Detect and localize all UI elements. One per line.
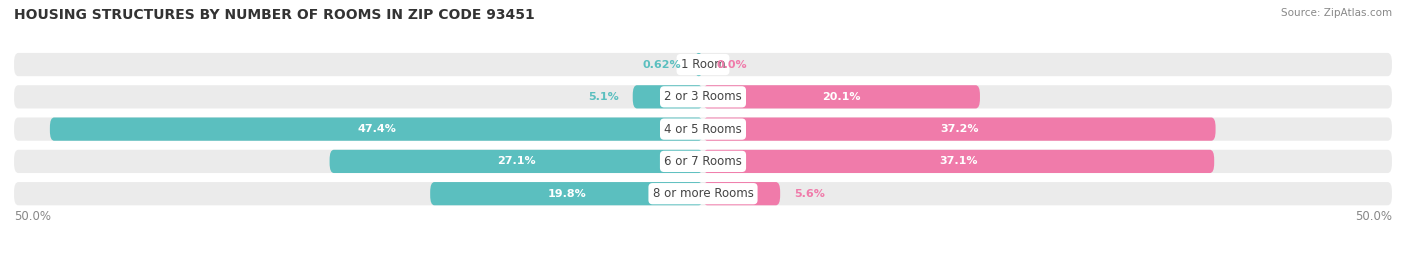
Text: HOUSING STRUCTURES BY NUMBER OF ROOMS IN ZIP CODE 93451: HOUSING STRUCTURES BY NUMBER OF ROOMS IN… — [14, 8, 534, 22]
FancyBboxPatch shape — [695, 53, 703, 76]
FancyBboxPatch shape — [329, 150, 703, 173]
FancyBboxPatch shape — [703, 150, 1215, 173]
FancyBboxPatch shape — [703, 85, 980, 108]
Text: 1 Room: 1 Room — [681, 58, 725, 71]
Text: 50.0%: 50.0% — [1355, 210, 1392, 224]
Text: 47.4%: 47.4% — [357, 124, 396, 134]
Text: 50.0%: 50.0% — [14, 210, 51, 224]
FancyBboxPatch shape — [703, 118, 1216, 141]
Text: Source: ZipAtlas.com: Source: ZipAtlas.com — [1281, 8, 1392, 18]
FancyBboxPatch shape — [14, 182, 1392, 205]
Text: 0.0%: 0.0% — [717, 59, 748, 70]
FancyBboxPatch shape — [633, 85, 703, 108]
Text: 6 or 7 Rooms: 6 or 7 Rooms — [664, 155, 742, 168]
FancyBboxPatch shape — [703, 182, 780, 205]
Text: 27.1%: 27.1% — [496, 156, 536, 167]
Legend: Owner-occupied, Renter-occupied: Owner-occupied, Renter-occupied — [565, 264, 841, 269]
FancyBboxPatch shape — [14, 85, 1392, 108]
Text: 37.1%: 37.1% — [939, 156, 977, 167]
Text: 4 or 5 Rooms: 4 or 5 Rooms — [664, 123, 742, 136]
FancyBboxPatch shape — [49, 118, 703, 141]
Text: 8 or more Rooms: 8 or more Rooms — [652, 187, 754, 200]
FancyBboxPatch shape — [14, 150, 1392, 173]
Text: 2 or 3 Rooms: 2 or 3 Rooms — [664, 90, 742, 103]
Text: 19.8%: 19.8% — [547, 189, 586, 199]
Text: 5.6%: 5.6% — [794, 189, 825, 199]
FancyBboxPatch shape — [14, 118, 1392, 141]
FancyBboxPatch shape — [14, 53, 1392, 76]
Text: 20.1%: 20.1% — [823, 92, 860, 102]
Text: 5.1%: 5.1% — [588, 92, 619, 102]
Text: 0.62%: 0.62% — [643, 59, 681, 70]
FancyBboxPatch shape — [430, 182, 703, 205]
Text: 37.2%: 37.2% — [941, 124, 979, 134]
